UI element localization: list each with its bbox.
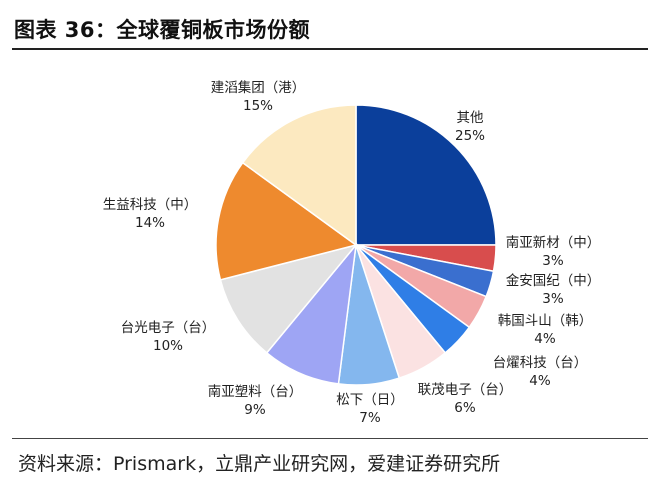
slice-label-4: 韩国斗山（韩）: [498, 313, 593, 329]
slice-value-10: 14%: [135, 215, 165, 231]
source-note: 资料来源：Prismark，立鼎产业研究网，爱建证券研究所: [18, 453, 501, 475]
slice-label-3: 金安国纪（中）: [506, 273, 601, 289]
slice-label-5: 台燿科技（台）: [493, 355, 588, 371]
slice-value-7: 7%: [359, 410, 381, 426]
pie-slice-10: [215, 161, 358, 281]
slice-value-5: 4%: [529, 373, 551, 389]
slice-value-9: 10%: [153, 338, 183, 354]
slice-label-10: 生益科技（中）: [103, 197, 198, 213]
pie-chart: 其他 25% 南亚新材（中） 3% 金安国纪（中） 3% 韩国斗山（韩） 4% 台燿科技（台） 4…: [103, 80, 601, 426]
slice-label-1: 其他: [457, 110, 484, 126]
slice-label-9: 台光电子（台）: [121, 320, 216, 336]
title-underline: [12, 48, 648, 50]
slice-label-11: 建滔集团（港）: [211, 80, 306, 96]
slice-value-11: 15%: [243, 98, 273, 114]
slice-label-7: 松下（日）: [336, 392, 404, 408]
pie-slice-8: [265, 242, 358, 385]
source-divider: [12, 438, 648, 439]
slice-label-8: 南亚塑料（台）: [208, 384, 303, 400]
slice-value-4: 4%: [534, 331, 556, 347]
slice-value-6: 6%: [454, 400, 476, 416]
slice-value-1: 25%: [455, 128, 485, 144]
pie-slice-11: [241, 104, 357, 247]
slice-label-2: 南亚新材（中）: [506, 235, 601, 251]
chart-title: 图表 36：全球覆铜板市场份额: [14, 18, 311, 42]
slice-value-2: 3%: [542, 253, 564, 269]
pie-slice-1: [355, 104, 497, 246]
slice-value-3: 3%: [542, 291, 564, 307]
slice-value-8: 9%: [244, 402, 266, 418]
pie-slice-9: [219, 243, 359, 354]
slice-label-6: 联茂电子（台）: [418, 381, 513, 398]
